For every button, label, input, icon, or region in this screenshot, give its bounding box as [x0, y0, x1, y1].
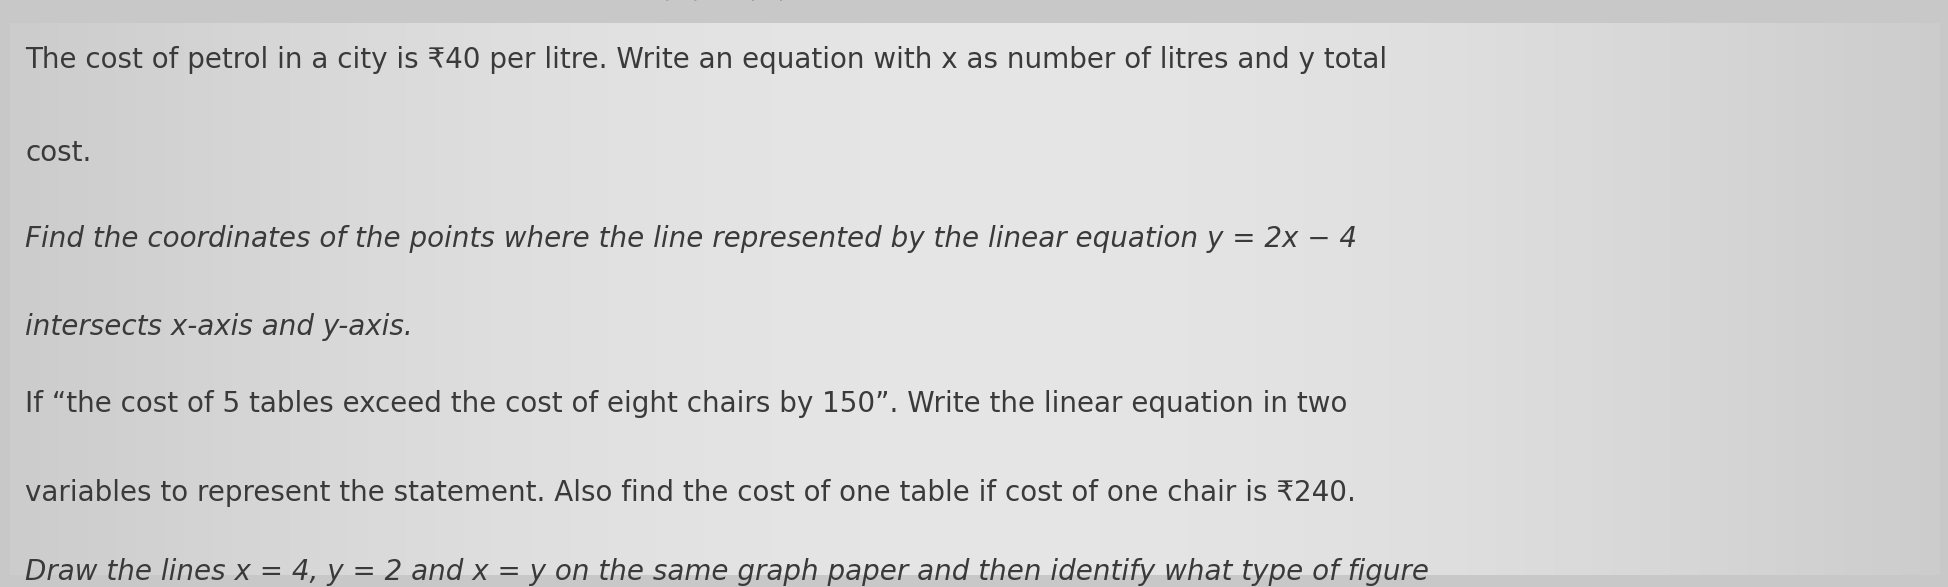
Text: Draw the lines x = 4, y = 2 and x = y on the same graph paper and then identify : Draw the lines x = 4, y = 2 and x = y on… [25, 558, 1428, 586]
Text: intersects x-axis and y-axis.: intersects x-axis and y-axis. [25, 313, 413, 341]
Text: cost.: cost. [25, 139, 92, 167]
Text: variables to represent the statement. Also find the cost of one table if cost of: variables to represent the statement. Al… [25, 479, 1356, 507]
Text: ( 1)      ( 1): ( 1) ( 1) [660, 0, 787, 1]
Text: Find the coordinates of the points where the line represented by the linear equa: Find the coordinates of the points where… [25, 225, 1356, 253]
Text: The cost of petrol in a city is ₹40 per litre. Write an equation with x as numbe: The cost of petrol in a city is ₹40 per … [25, 46, 1387, 73]
Text: If “the cost of 5 tables exceed the cost of eight chairs by 150”. Write the line: If “the cost of 5 tables exceed the cost… [25, 390, 1346, 419]
